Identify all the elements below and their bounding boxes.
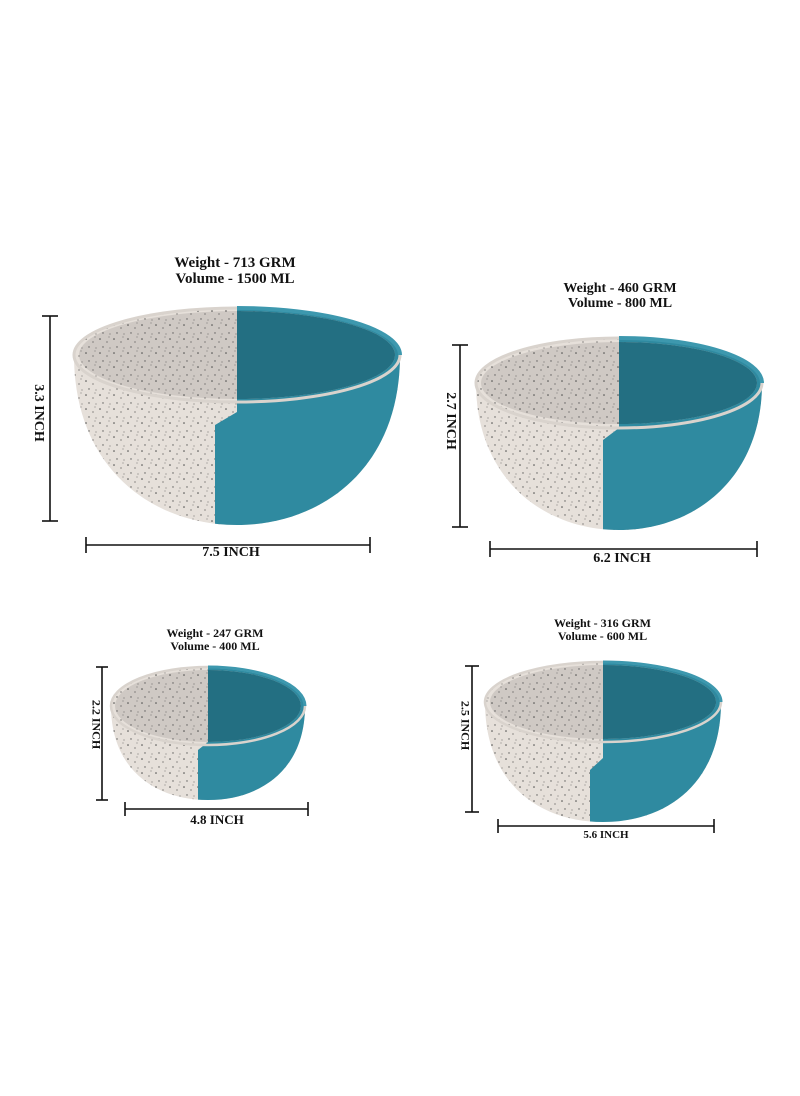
bowl-medium-spec: Weight - 316 GRM Volume - 600 ML: [520, 617, 685, 642]
bowl-medium-large-width: 6.2 INCH: [593, 551, 651, 566]
bowl-small-width: 4.8 INCH: [190, 812, 244, 827]
bowl-small: [109, 665, 307, 800]
bowl-medium-volume: Volume - 600 ML: [557, 628, 648, 643]
bowl-medium-weight: Weight - 316 GRM: [554, 616, 651, 630]
bowl-medium-large: [474, 336, 764, 530]
bowl-medium-height: 2.5 INCH: [458, 700, 473, 751]
bowl-large-volume: Volume - 1500 ML: [175, 270, 295, 287]
bowl-medium-large-height: 2.7 INCH: [443, 392, 458, 450]
bowl-large-spec: Weight - 713 GRM Volume - 1500 ML: [130, 255, 340, 288]
bowl-medium-width: 5.6 INCH: [583, 829, 629, 841]
bowl-medium-large-spec: Weight - 460 GRM Volume - 800 ML: [525, 281, 715, 311]
bowl-small-spec: Weight - 247 GRM Volume - 400 ML: [130, 627, 300, 652]
bowl-medium-large-volume: Volume - 800 ML: [567, 295, 673, 311]
bowl-large-width: 7.5 INCH: [202, 545, 260, 560]
bowl-small-weight: Weight - 247 GRM: [166, 626, 264, 640]
bowl-medium-large-weight: Weight - 460 GRM: [563, 281, 677, 296]
bowl-large: [72, 306, 402, 525]
bowl-large-height: 3.3 INCH: [31, 384, 46, 442]
bowl-small-volume: Volume - 400 ML: [170, 638, 260, 653]
bowl-large-weight: Weight - 713 GRM: [174, 255, 296, 271]
dimension-lines: [42, 315, 758, 833]
bowl-small-height: 2.2 INCH: [89, 699, 104, 750]
bowl-medium: [483, 660, 723, 822]
